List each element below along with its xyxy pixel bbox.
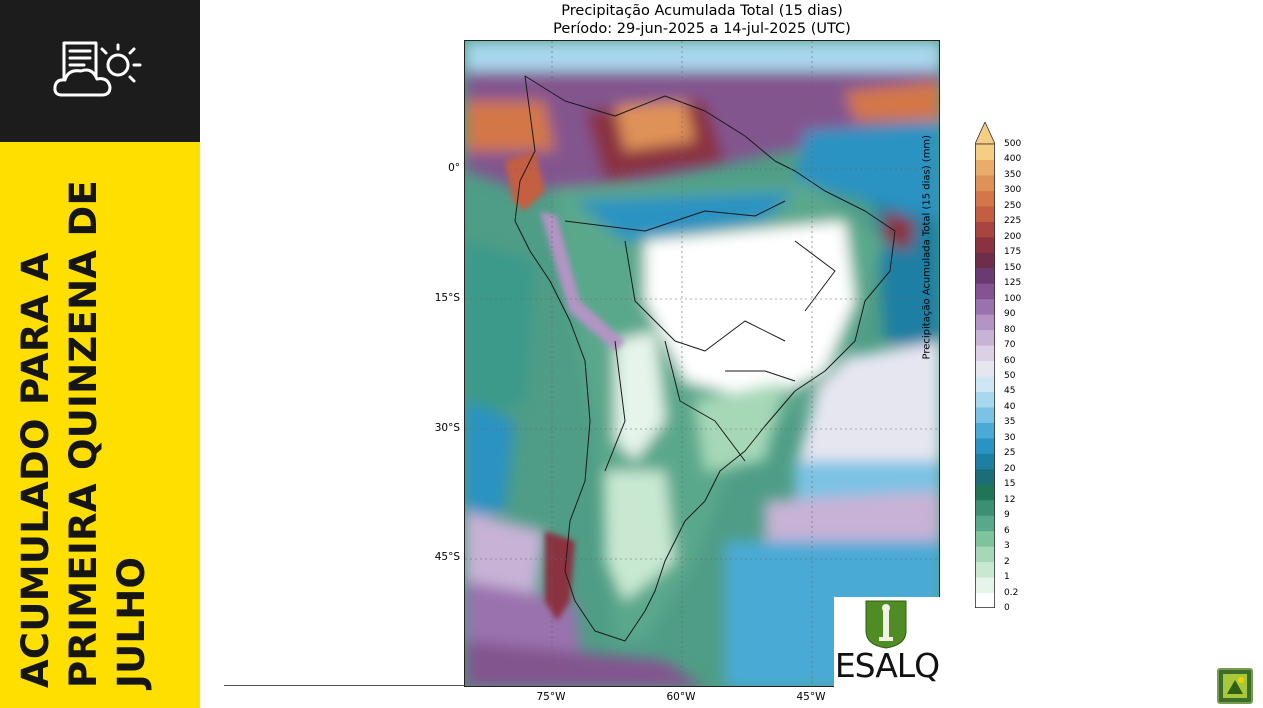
colorbar-swatch	[975, 391, 995, 408]
colorbar-tick-label: 500	[1004, 139, 1022, 149]
map-title: Precipitação Acumulada Total (15 dias)	[561, 3, 843, 19]
colorbar-swatch	[975, 561, 995, 578]
colorbar-tick-label: 70	[1004, 340, 1016, 351]
map-period: Período: 29-jun-2025 a 14-jul-2025 (UTC)	[553, 21, 851, 37]
colorbar-tick-label: 80	[1004, 324, 1016, 335]
colorbar-swatch	[975, 592, 995, 608]
colorbar-tick-label: 175	[1004, 247, 1022, 258]
colorbar-tick-label: 12	[1004, 494, 1016, 505]
colorbar-swatch	[975, 499, 995, 516]
colorbar-label: Precipitação Acumulada Total (15 dias) (…	[921, 134, 933, 360]
colorbar-tick-label: 250	[1004, 200, 1022, 211]
esalq-logo: ESALQ	[834, 597, 940, 687]
colorbar-tick-label: 20	[1004, 463, 1016, 474]
colorbar-swatch	[975, 376, 995, 392]
colorbar-swatch	[975, 453, 995, 470]
lat-label-30s: 30°S	[434, 422, 460, 434]
colorbar-tick-label: 100	[1004, 293, 1022, 304]
colorbar-tick-label: 1	[1004, 572, 1010, 583]
colorbar-tick-label: 35	[1004, 417, 1016, 428]
colorbar-swatch	[975, 437, 995, 454]
colorbar-swatch	[975, 422, 995, 439]
lon-label-75w: 75°W	[536, 691, 566, 703]
colorbar-tick-label: 9	[1004, 510, 1010, 521]
title-line-3: JULHO	[110, 556, 153, 688]
colorbar-tick-label: 400	[1004, 154, 1022, 165]
lat-label-45s: 45°S	[434, 551, 460, 563]
colorbar-swatch	[975, 515, 995, 532]
colorbar-swatch	[975, 252, 995, 269]
colorbar-tick-label: 350	[1004, 169, 1022, 180]
colorbar-swatch	[975, 205, 995, 222]
colorbar-tick-label: 45	[1004, 386, 1016, 397]
colorbar-tick-label: 90	[1004, 309, 1016, 320]
lat-label-15s: 15°S	[434, 292, 460, 304]
colorbar-swatch	[975, 314, 995, 331]
corner-logo-icon	[1217, 668, 1253, 704]
lat-label-0: 0°	[448, 162, 460, 174]
colorbar-swatch	[975, 190, 995, 207]
colorbar-swatch	[975, 159, 995, 176]
title-line-1: ACUMULADO PARA A	[14, 252, 57, 688]
colorbar-swatch	[975, 546, 995, 563]
colorbar-swatch	[975, 221, 995, 238]
colorbar-swatch	[975, 298, 995, 315]
precipitation-map	[464, 40, 940, 687]
colorbar-tick-label: 200	[1004, 231, 1022, 242]
colorbar-tick-label: 225	[1004, 216, 1022, 227]
colorbar-tick-label: 150	[1004, 262, 1022, 273]
weather-report-icon	[53, 41, 142, 97]
icon-panel	[0, 0, 200, 142]
colorbar-frame	[975, 143, 995, 608]
colorbar-tick-label: 6	[1004, 525, 1010, 536]
colorbar-swatch	[975, 174, 995, 191]
colorbar-swatch	[975, 236, 995, 253]
lon-label-45w: 45°W	[796, 691, 826, 703]
title-panel	[0, 142, 200, 708]
axis-line	[224, 685, 464, 686]
esalq-wordmark: ESALQ	[834, 646, 940, 685]
colorbar-extend-arrow	[975, 122, 995, 145]
colorbar-swatch	[975, 406, 995, 423]
colorbar	[975, 122, 995, 608]
colorbar-tick-label: 125	[1004, 278, 1022, 289]
vertical-title: ACUMULADO PARA A PRIMEIRA QUINZENA DE JU…	[12, 179, 156, 688]
colorbar-swatch	[975, 468, 995, 485]
title-line-2: PRIMEIRA QUINZENA DE	[62, 179, 105, 688]
colorbar-tick-label: 0	[1004, 603, 1010, 613]
colorbar-swatch	[975, 484, 995, 501]
colorbar-tick-label: 0.2	[1004, 587, 1019, 598]
colorbar-tick-label: 15	[1004, 479, 1016, 490]
map-graphic	[465, 41, 939, 686]
colorbar-tick-label: 25	[1004, 448, 1016, 459]
colorbar-tick-label: 60	[1004, 355, 1016, 366]
lon-label-60w: 60°W	[666, 691, 696, 703]
colorbar-tick-label: 3	[1004, 541, 1010, 552]
colorbar-tick-label: 300	[1004, 185, 1022, 196]
colorbar-tick-label: 2	[1004, 556, 1010, 567]
colorbar-swatch	[975, 267, 995, 284]
colorbar-tick-label: 30	[1004, 432, 1016, 443]
colorbar-tick-label: 50	[1004, 371, 1016, 381]
colorbar-swatch	[975, 577, 995, 594]
colorbar-tick-label: 40	[1004, 401, 1016, 412]
colorbar-swatch	[975, 329, 995, 346]
colorbar-swatch	[975, 283, 995, 300]
colorbar-swatch	[975, 530, 995, 547]
esalq-crest-icon	[865, 600, 907, 649]
colorbar-swatch	[975, 144, 995, 160]
colorbar-swatch	[975, 360, 995, 377]
colorbar-swatch	[975, 345, 995, 362]
